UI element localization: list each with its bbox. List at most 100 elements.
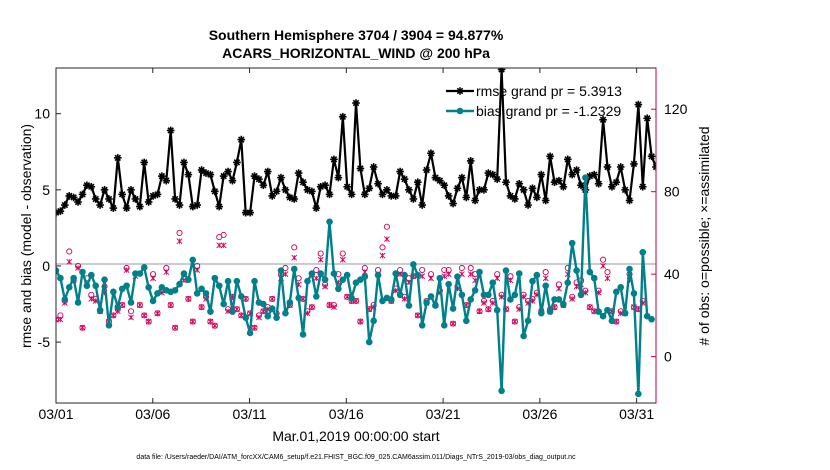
bias-point xyxy=(449,305,457,312)
bias-point xyxy=(639,248,647,256)
bias-point xyxy=(229,308,236,315)
rmse-point xyxy=(321,181,329,190)
bias-point xyxy=(317,270,325,277)
legend-bias-marker xyxy=(446,107,474,115)
bias-point xyxy=(145,283,152,291)
rmse-point xyxy=(471,196,479,205)
obs-assimilated-marker xyxy=(163,269,170,276)
y-tick-label: 5 xyxy=(42,182,50,198)
rmse-point xyxy=(215,202,224,211)
bias-point xyxy=(321,276,329,283)
obs-assimilated-marker xyxy=(494,275,501,282)
obs-possible-marker xyxy=(419,266,426,274)
rmse-point xyxy=(643,114,651,123)
obs-assimilated-marker xyxy=(308,304,315,311)
rmse-point xyxy=(255,175,263,183)
rmse-point xyxy=(493,175,501,183)
rmse-point xyxy=(113,154,122,162)
obs-possible-marker xyxy=(600,256,607,263)
bias-point xyxy=(299,331,307,338)
obs-possible-marker xyxy=(379,244,386,251)
x-tick-label: 03/26 xyxy=(522,406,557,422)
rmse-point xyxy=(308,187,316,196)
obs-assimilated-marker xyxy=(476,308,483,315)
rmse-point xyxy=(647,152,656,161)
bias-point xyxy=(110,288,117,296)
bias-point xyxy=(533,271,541,279)
obs-assimilated-marker xyxy=(211,322,218,329)
legend-bias-dot xyxy=(456,107,464,115)
rmse-point xyxy=(462,193,471,202)
obs-assimilated-marker xyxy=(383,236,390,243)
rmse-point xyxy=(378,190,387,199)
rmse-point xyxy=(105,195,113,203)
bias-point xyxy=(335,285,342,293)
bias-point xyxy=(207,308,214,315)
obs-assimilated-marker xyxy=(467,271,474,278)
bias-point xyxy=(586,268,594,276)
bias-point xyxy=(436,274,444,282)
rmse-point xyxy=(290,195,299,203)
bias-point xyxy=(149,297,157,305)
bias-point xyxy=(339,276,347,283)
bias-point xyxy=(524,317,532,325)
bias-point xyxy=(101,276,108,283)
rmse-point xyxy=(277,173,285,182)
y-tick-label: -5 xyxy=(38,334,51,350)
bias-point xyxy=(264,312,272,320)
legend: rmse grand pr = 5.3913 bias grand pr = -… xyxy=(446,83,622,119)
obs-assimilated-marker xyxy=(256,314,262,321)
rmse-point xyxy=(497,68,506,74)
obs-assimilated-marker xyxy=(317,256,324,263)
obs-assimilated-marker xyxy=(128,314,134,321)
bias-line xyxy=(56,176,653,396)
x-axis-label: Mar.01,2019 00:00:00 start xyxy=(272,428,439,444)
bias-point xyxy=(189,256,197,264)
obs-assimilated-marker xyxy=(291,254,298,261)
rmse-point xyxy=(122,204,131,212)
rmse-point xyxy=(193,201,201,209)
legend-bias-label: bias grand pr = -1.2329 xyxy=(476,103,621,119)
bias-point xyxy=(529,277,536,285)
rmse-point xyxy=(219,172,228,180)
bias-point xyxy=(392,270,400,277)
rmse-point xyxy=(537,170,546,179)
bias-point xyxy=(193,290,201,297)
obs-assimilated-marker xyxy=(414,312,421,319)
obs-assimilated-marker xyxy=(556,285,562,292)
obs-possible-marker xyxy=(66,248,73,255)
obs-assimilated-marker xyxy=(66,258,73,265)
rmse-point xyxy=(144,198,153,206)
rmse-point xyxy=(259,181,268,190)
obs-assimilated-marker xyxy=(88,295,95,302)
bias-point xyxy=(312,293,320,300)
obs-assimilated-marker xyxy=(600,262,606,269)
rmse-point xyxy=(524,201,532,209)
bias-point xyxy=(268,305,276,312)
bias-point xyxy=(154,290,161,297)
bias-point xyxy=(405,302,413,309)
rmse-point xyxy=(74,198,82,206)
bias-point xyxy=(295,294,302,302)
rmse-point xyxy=(272,187,281,196)
rmse-point xyxy=(563,155,572,164)
bias-point xyxy=(180,270,188,277)
bias-point xyxy=(520,332,527,340)
rmse-point xyxy=(118,190,126,199)
bias-point xyxy=(348,294,355,302)
obs-assimilated-marker xyxy=(198,304,205,311)
rmse-point xyxy=(391,192,400,200)
rmse-point xyxy=(78,190,87,199)
obs-assimilated-marker xyxy=(167,302,174,308)
rmse-point xyxy=(246,208,254,217)
rmse-point xyxy=(405,186,413,194)
bias-point xyxy=(246,329,254,337)
rmse-point xyxy=(166,126,175,135)
rmse-point xyxy=(608,182,616,191)
x-tick-label: 03/01 xyxy=(38,406,73,422)
bias-point xyxy=(471,287,479,294)
bias-point xyxy=(136,270,144,277)
legend-rmse-label: rmse grand pr = 5.3913 xyxy=(476,83,622,99)
bias-point xyxy=(171,287,179,294)
bias-point xyxy=(476,268,483,276)
